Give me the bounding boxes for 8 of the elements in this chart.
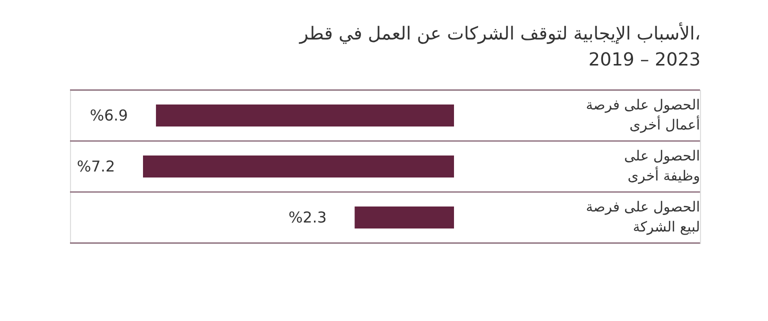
data-label: %2.3 bbox=[288, 208, 327, 226]
data-label: %7.2 bbox=[76, 158, 115, 176]
data-label: %6.9 bbox=[90, 106, 128, 124]
y-tick-label: الحصول على فرصة أعمال أخرى bbox=[586, 98, 700, 134]
text: 2019 – 2023 bbox=[588, 49, 701, 70]
y-tick-label: الحصول على وظيفة أخرى bbox=[624, 148, 700, 184]
text: الأسباب الإيجابية لتوقف الشركات عن العمل في قطر، bbox=[300, 23, 701, 44]
y-tick-label: الحصول على فرصة لبيع الشركة bbox=[586, 200, 700, 236]
